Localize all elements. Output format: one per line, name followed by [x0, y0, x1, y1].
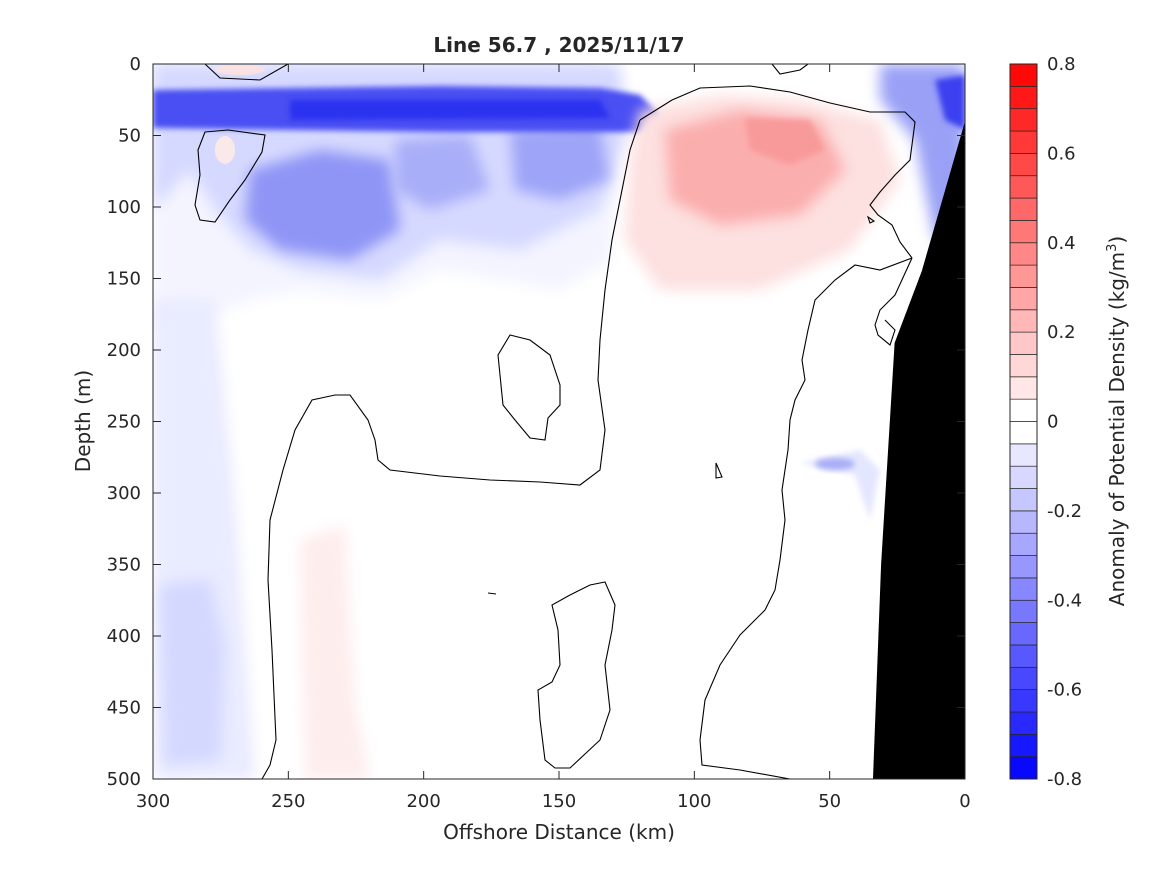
- zero-contour-surface-west: [204, 64, 289, 81]
- colorbar-label-superscript: 3: [1105, 244, 1120, 252]
- colorbar-segment: [1009, 644, 1038, 668]
- x-axis: 300 250 200 150 100 50 0: [136, 64, 971, 812]
- colorbar-tick-label: -0.4: [1047, 590, 1082, 611]
- colorbar-segment: [1009, 287, 1038, 311]
- colorbar-segment: [1009, 488, 1038, 512]
- anomaly-region-subsurface-blob-3: [510, 125, 610, 200]
- colorbar-segment: [1009, 63, 1038, 87]
- zero-contour-west-loop: [194, 129, 266, 223]
- anomaly-region-positive-peak: [745, 118, 825, 165]
- colorbar-segment: [1009, 733, 1038, 758]
- y-tick-label: 100: [107, 197, 141, 218]
- colorbar-tick-label: -0.2: [1047, 501, 1082, 522]
- y-tick-label: 400: [107, 626, 141, 647]
- colorbar-segment: [1009, 153, 1038, 177]
- plot-area: [152, 63, 966, 780]
- y-tick-label: 250: [107, 412, 141, 433]
- y-axis: 0 50 100 150 200 250 300 350 400 450 500: [107, 54, 965, 790]
- y-tick-label: 350: [107, 555, 141, 576]
- y-axis-label: Depth (m): [71, 370, 95, 472]
- colorbar-segment: [1009, 689, 1038, 713]
- colorbar-tick-label: 0.2: [1047, 322, 1076, 343]
- colorbar-label: Anomaly of Potential Density (kg/m3): [1105, 236, 1129, 606]
- x-tick-label: 300: [136, 791, 170, 812]
- colorbar-tick-label: 0.4: [1047, 233, 1076, 254]
- x-tick-label: 0: [959, 791, 970, 812]
- x-tick-label: 50: [818, 791, 841, 812]
- colorbar-segment: [1009, 376, 1038, 400]
- colorbar-segment: [1009, 510, 1038, 534]
- colorbar-segment: [1009, 242, 1038, 266]
- colorbar-label-text: Anomaly of Potential Density (kg/m: [1105, 252, 1129, 606]
- zero-contour-mid-loop-1: [497, 334, 561, 441]
- colorbar-segment: [1009, 398, 1038, 422]
- colorbar: 0.8 0.6 0.4 0.2 0 -0.2 -0.4 -0.6 -0.8: [1009, 54, 1082, 790]
- colorbar-segment: [1009, 555, 1038, 579]
- colorbar-segment: [1009, 220, 1038, 244]
- colorbar-segment: [1009, 622, 1038, 646]
- y-tick-label: 50: [118, 126, 141, 147]
- colorbar-segment: [1009, 577, 1038, 601]
- zero-contour-nearshore-inner: [874, 257, 913, 346]
- zero-contour-speck-1: [715, 462, 723, 479]
- anomaly-region-surface-core: [290, 100, 610, 120]
- colorbar-segment: [1009, 756, 1038, 780]
- colorbar-label-close: ): [1105, 236, 1129, 244]
- y-tick-label: 450: [107, 698, 141, 719]
- colorbar-segment: [1009, 354, 1038, 378]
- x-axis-label: Offshore Distance (km): [443, 820, 675, 844]
- x-tick-label: 200: [406, 791, 440, 812]
- colorbar-segment: [1009, 666, 1038, 690]
- colorbar-frame: [1009, 63, 1038, 780]
- colorbar-segment: [1009, 175, 1038, 199]
- zero-contour-surface-east: [771, 64, 809, 75]
- colorbar-segment: [1009, 532, 1038, 556]
- zero-contour-deep-loop: [537, 581, 616, 769]
- colorbar-segment: [1009, 108, 1038, 132]
- y-tick-label: 150: [107, 269, 141, 290]
- anomaly-region-west-sliver: [215, 136, 235, 164]
- colorbar-tick-label: 0: [1047, 412, 1058, 433]
- colorbar-segment: [1009, 443, 1038, 467]
- anomaly-region-nearshore-core: [935, 75, 965, 130]
- colorbar-segment: [1009, 264, 1038, 288]
- anomaly-region-nearshore-deep: [800, 450, 880, 520]
- anomaly-region-surface-sliver: [215, 65, 265, 75]
- anomaly-field: [153, 64, 965, 779]
- y-tick-label: 0: [130, 54, 141, 75]
- anomaly-region-positive-column: [300, 525, 370, 779]
- zero-contours: [194, 64, 916, 779]
- colorbar-segment: [1009, 465, 1038, 489]
- zero-contour-speck-3: [487, 592, 497, 595]
- y-tick-label: 300: [107, 483, 141, 504]
- zero-contour-speck-2: [866, 215, 876, 224]
- colorbar-segment: [1009, 309, 1038, 333]
- bathymetry-mask: [872, 121, 965, 779]
- x-tick-label: 100: [677, 791, 711, 812]
- colorbar-tick-label: -0.8: [1047, 769, 1082, 790]
- zero-contour-positive-west: [261, 119, 641, 779]
- anomaly-region-west-deep: [160, 580, 225, 765]
- chart-title: Line 56.7 , 2025/11/17: [433, 33, 684, 57]
- colorbar-segment: [1009, 711, 1038, 735]
- anomaly-region-nearshore-deep-core: [815, 458, 855, 470]
- colorbar-segment: [1009, 197, 1038, 221]
- x-tick-label: 150: [542, 791, 576, 812]
- x-tick-label: 250: [271, 791, 305, 812]
- colorbar-segment: [1009, 331, 1038, 355]
- anomaly-region-subsurface-blob-2: [395, 135, 490, 210]
- zero-contour-positive-region: [639, 85, 916, 259]
- colorbar-segment: [1009, 85, 1038, 110]
- zero-contour-nearshore: [699, 257, 913, 779]
- y-tick-label: 500: [107, 769, 141, 790]
- colorbar-segment: [1009, 130, 1038, 154]
- colorbar-segment: [1009, 421, 1038, 445]
- colorbar-tick-label: 0.8: [1047, 54, 1076, 75]
- colorbar-tick-label: -0.6: [1047, 680, 1082, 701]
- colorbar-tick-label: 0.6: [1047, 143, 1076, 164]
- colorbar-segment: [1009, 599, 1038, 623]
- y-tick-label: 200: [107, 340, 141, 361]
- anomaly-region-subsurface-blob-1: [245, 150, 400, 260]
